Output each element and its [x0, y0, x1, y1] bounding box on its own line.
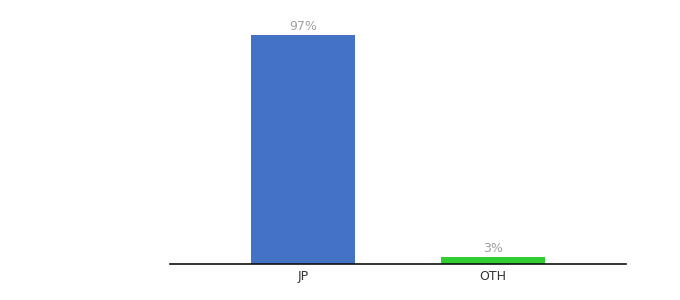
Text: 3%: 3%	[483, 242, 503, 255]
Bar	[441, 257, 545, 264]
Bar	[251, 35, 355, 264]
Text: 97%: 97%	[289, 20, 317, 33]
